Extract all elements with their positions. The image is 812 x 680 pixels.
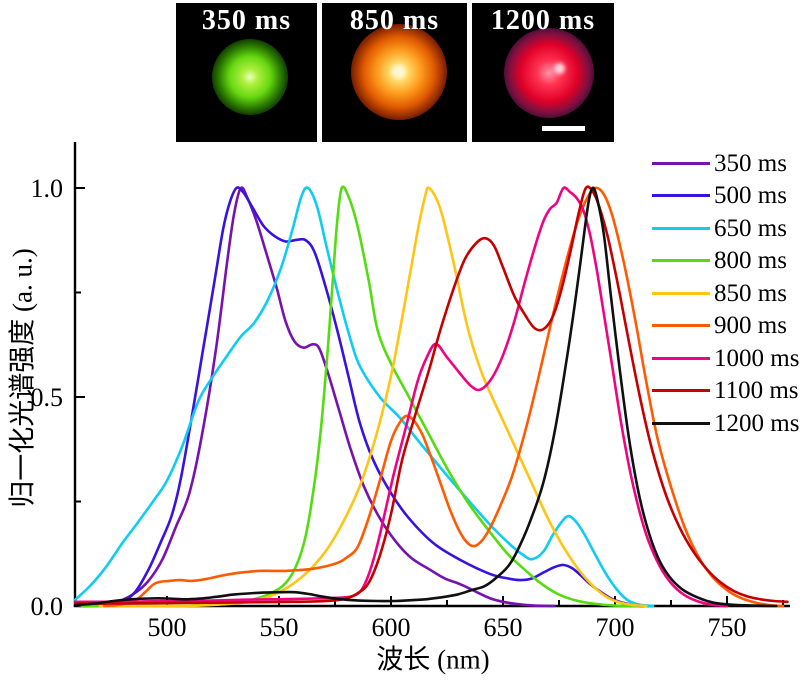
legend-label: 1000 ms [714, 344, 800, 372]
legend-swatch [652, 259, 710, 263]
x-tick-label: 500 [148, 613, 187, 642]
legend-swatch [652, 226, 710, 230]
legend-label: 1100 ms [714, 377, 799, 405]
legend-label: 650 ms [714, 214, 787, 242]
y-tick-label: 0.5 [31, 383, 64, 412]
legend-item: 1100 ms [652, 375, 799, 408]
legend-item: 900 ms [652, 310, 799, 343]
legend-swatch [652, 356, 710, 360]
dot-hotspot [554, 63, 565, 74]
x-tick-label: 650 [484, 613, 523, 642]
x-tick-label: 600 [372, 613, 411, 642]
y-axis-label: 归一化光谱强度 (a. u.) [7, 248, 38, 508]
legend-label: 500 ms [714, 182, 787, 210]
legend-item: 350 ms [652, 147, 799, 180]
legend-swatch [652, 389, 710, 393]
scale-bar [542, 126, 585, 131]
legend-label: 800 ms [714, 247, 787, 275]
series-curve-500-ms [82, 186, 644, 608]
x-axis-label: 波长 (nm) [376, 644, 490, 675]
microscopy-inset-850ms: 850 ms [322, 3, 467, 142]
legend-swatch [652, 291, 710, 295]
legend-swatch [652, 421, 710, 425]
legend-swatch [652, 324, 710, 328]
series-curve-1200-ms [73, 186, 778, 608]
legend-swatch [652, 161, 710, 165]
inset-time-label: 850 ms [349, 5, 440, 36]
legend-item: 800 ms [652, 245, 799, 278]
series-curve-900-ms [103, 186, 785, 608]
legend-label: 350 ms [714, 149, 787, 177]
series-curve-1000-ms [73, 186, 729, 608]
legend-label: 1200 ms [714, 409, 800, 437]
legend-item: 500 ms [652, 180, 799, 213]
legend-label: 900 ms [714, 312, 787, 340]
microscopy-inset-350ms: 350 ms [176, 3, 317, 142]
legend-label: 850 ms [714, 279, 787, 307]
series-curve-650-ms [73, 186, 655, 608]
x-tick-label: 750 [708, 613, 747, 642]
inset-time-label: 1200 ms [490, 5, 596, 36]
legend-item: 1000 ms [652, 342, 799, 375]
legend-item: 650 ms [652, 212, 799, 245]
x-tick-label: 700 [596, 613, 635, 642]
series-curve-800-ms [80, 185, 639, 608]
microscopy-inset-1200ms: 1200 ms [472, 3, 614, 142]
inset-time-label: 350 ms [201, 5, 292, 36]
x-tick-label: 550 [260, 613, 299, 642]
y-tick-label: 0.0 [31, 592, 64, 621]
series-curve-350-ms [78, 186, 556, 608]
legend-item: 1200 ms [652, 407, 799, 440]
luminescent-dot-red [504, 28, 594, 118]
series-curve-850-ms [98, 186, 648, 608]
legend-item: 850 ms [652, 277, 799, 310]
dot-hotspot [392, 65, 405, 78]
luminescent-dot-green [212, 39, 288, 115]
y-tick-label: 1.0 [31, 174, 64, 203]
legend-swatch [652, 194, 710, 198]
legend: 350 ms 500 ms 650 ms 800 ms 850 ms 900 ms 1000… [652, 147, 799, 440]
